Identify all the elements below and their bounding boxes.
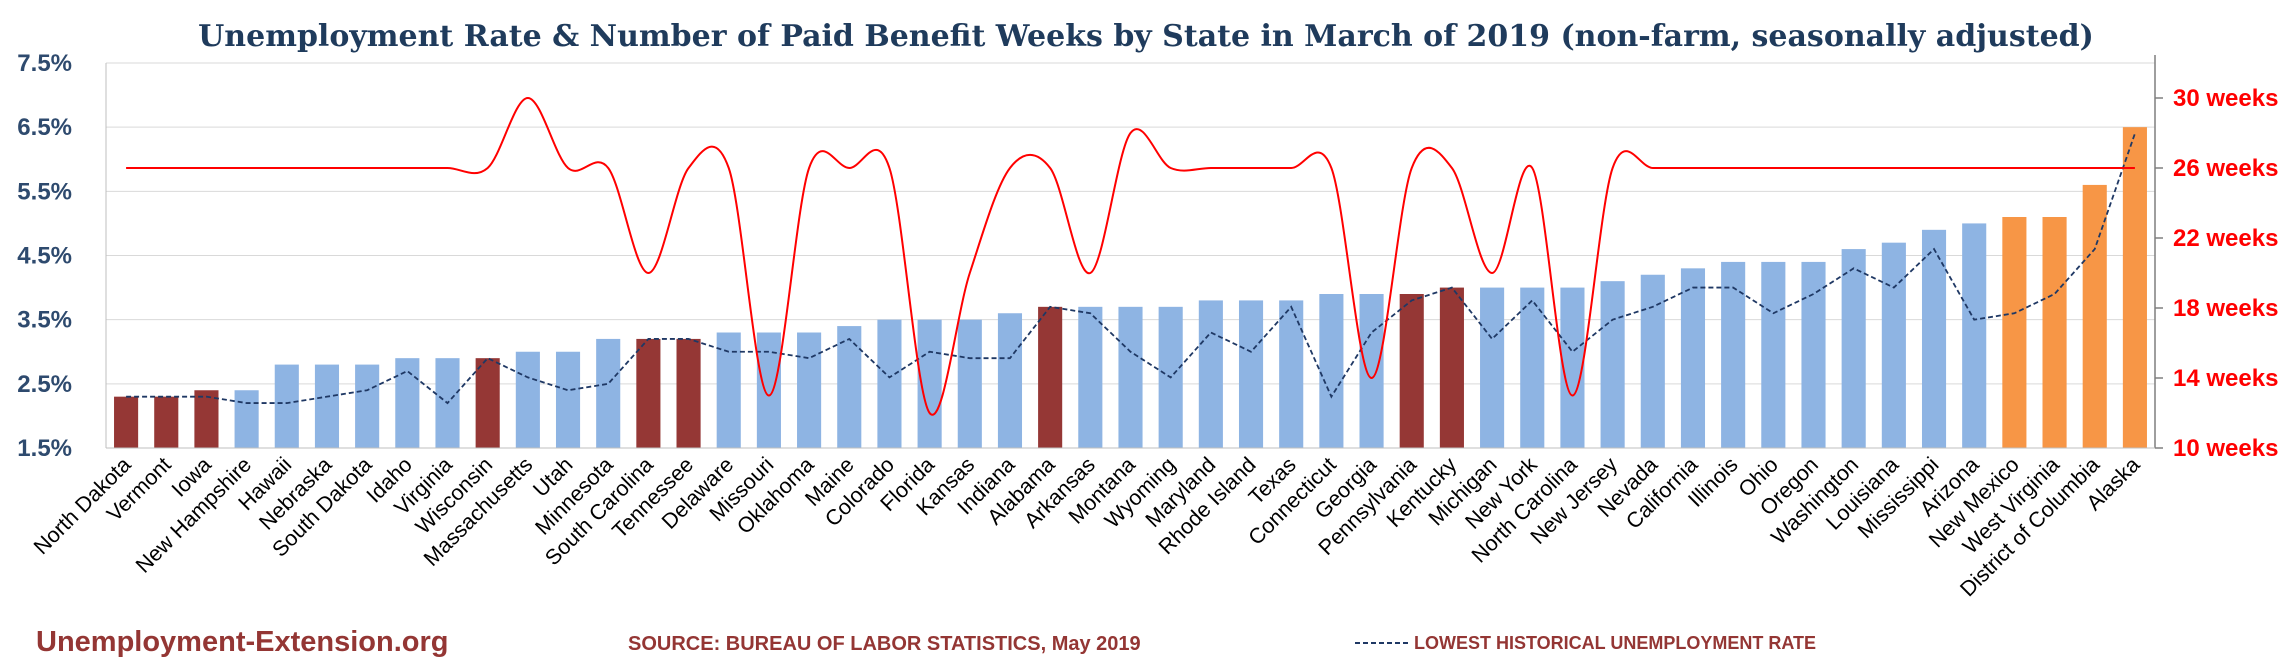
bar	[1841, 249, 1866, 448]
bar	[1721, 261, 1746, 448]
y2-tick-label: 26 weeks	[2173, 155, 2278, 182]
bar	[877, 319, 902, 448]
bar	[636, 338, 661, 448]
bar	[1881, 242, 1906, 448]
y-tick-label: 1.5%	[17, 435, 72, 462]
bar	[234, 390, 259, 448]
bar	[114, 396, 139, 448]
bar	[154, 396, 179, 448]
bar	[2082, 184, 2107, 448]
bar	[1801, 261, 1826, 448]
historical-lowest-line	[126, 133, 2136, 405]
bar	[997, 313, 1023, 448]
y2-tick-label: 30 weeks	[2173, 85, 2278, 112]
y-tick-label: 5.5%	[17, 178, 72, 205]
bar	[756, 332, 781, 448]
bar	[555, 351, 581, 448]
bar	[1480, 287, 1505, 448]
right-y-axis: 10 weeks 14 weeks 18 weeks 22 weeks 26 weeks…	[2154, 55, 2278, 462]
y2-tick-label: 22 weeks	[2173, 225, 2278, 252]
bar	[1238, 300, 1264, 448]
left-y-axis: 1.5% 2.5% 3.5% 4.5% 5.5% 6.5% 7.5%	[17, 50, 107, 462]
y-tick-label: 2.5%	[17, 371, 72, 398]
bar	[1118, 306, 1143, 448]
bar	[515, 351, 540, 448]
bar	[314, 364, 340, 448]
bar	[1038, 306, 1063, 448]
bar	[2002, 217, 2027, 448]
bar	[1399, 294, 1424, 448]
bar	[957, 319, 982, 448]
bar	[1439, 287, 1464, 448]
bar	[1600, 281, 1625, 448]
bar	[1962, 223, 1987, 448]
bar	[355, 364, 380, 448]
y-tick-label: 6.5%	[17, 114, 72, 141]
bar	[1640, 274, 1665, 448]
bar	[676, 338, 701, 448]
chart-title: Unemployment Rate & Number of Paid Benef…	[198, 19, 2094, 54]
bar	[1680, 268, 1706, 448]
bar	[395, 358, 420, 448]
bar	[837, 326, 862, 448]
bar	[797, 332, 822, 448]
source-note: SOURCE: BUREAU OF LABOR STATISTICS, May …	[628, 633, 1141, 655]
bar	[194, 390, 219, 448]
y2-tick-label: 14 weeks	[2173, 365, 2278, 392]
site-brand: Unemployment-Extension.org	[36, 626, 449, 658]
bar	[1078, 306, 1103, 448]
bar	[1198, 300, 1223, 448]
bar	[596, 338, 621, 448]
bar	[1761, 261, 1786, 448]
bar	[1359, 294, 1384, 448]
benefit-weeks-line	[126, 96, 2135, 416]
bar	[475, 358, 500, 448]
bar	[2042, 217, 2067, 448]
bar-series	[106, 127, 2155, 449]
bar	[1921, 229, 1947, 448]
line-series	[126, 96, 2136, 416]
bar	[274, 364, 299, 448]
bar	[1279, 300, 1304, 448]
y-tick-label: 7.5%	[17, 50, 72, 77]
bar	[2122, 127, 2147, 449]
y2-tick-label: 18 weeks	[2173, 295, 2278, 322]
y-tick-label: 4.5%	[17, 243, 72, 270]
bar	[1319, 294, 1344, 448]
y2-tick-label: 10 weeks	[2173, 435, 2278, 462]
legend-historical-label: LOWEST HISTORICAL UNEMPLOYMENT RATE	[1414, 633, 1816, 653]
bar	[1560, 287, 1585, 448]
bar	[1520, 287, 1545, 448]
y-tick-label: 3.5%	[17, 307, 72, 334]
